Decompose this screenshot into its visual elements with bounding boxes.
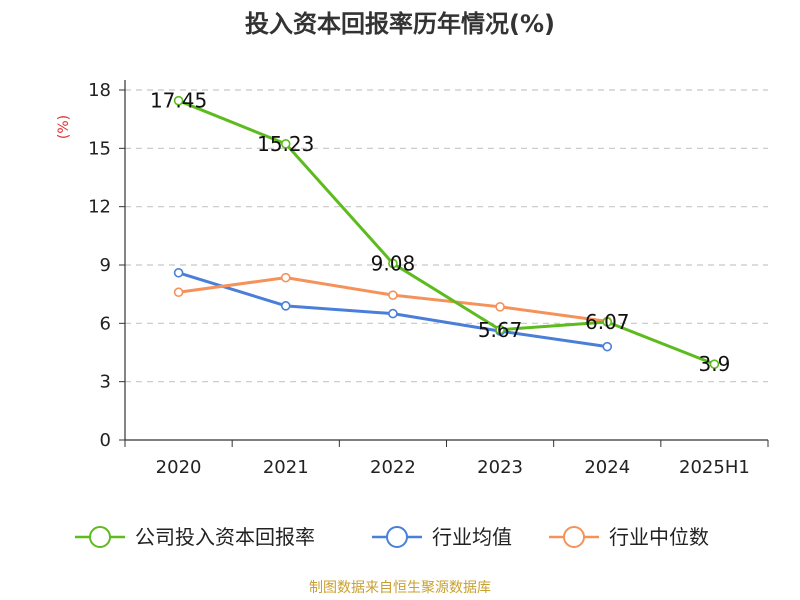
data-point bbox=[280, 139, 291, 149]
y-axis-label: (%) bbox=[56, 115, 72, 139]
source-note: 制图数据来自恒生聚源数据库 bbox=[309, 580, 491, 596]
y-tick-label: 9 bbox=[100, 255, 111, 276]
x-tick-label: 2021 bbox=[263, 457, 309, 478]
legend-label: 行业中位数 bbox=[609, 525, 709, 549]
legend-swatch-marker bbox=[563, 526, 585, 548]
x-tick-label: 2023 bbox=[477, 457, 523, 478]
x-tick-label: 2025H1 bbox=[679, 457, 750, 478]
legend: 公司投入资本回报率 行业均值 行业中位数 bbox=[75, 525, 709, 549]
data-point bbox=[709, 359, 720, 369]
data-point bbox=[388, 308, 398, 319]
legend-swatch-marker bbox=[89, 526, 111, 548]
y-tick-label: 0 bbox=[100, 430, 111, 451]
data-point bbox=[388, 290, 398, 300]
y-tick-label: 18 bbox=[88, 80, 111, 101]
data-point bbox=[173, 267, 184, 278]
data-point bbox=[495, 324, 505, 335]
data-label: 5.67 bbox=[478, 318, 523, 342]
x-tick-label: 2024 bbox=[584, 457, 630, 478]
data-labels: 17.45 15.23 9.08 5.67 6.07 3.9 bbox=[150, 89, 730, 376]
y-tick-label: 3 bbox=[100, 372, 111, 393]
x-tick-label: 2022 bbox=[370, 457, 416, 478]
legend-swatch-marker bbox=[386, 526, 408, 548]
x-tick-label: 2020 bbox=[156, 457, 202, 478]
legend-label: 公司投入资本回报率 bbox=[135, 525, 315, 549]
chart-title: 投入资本回报率历年情况(%) bbox=[245, 10, 555, 38]
data-point bbox=[173, 95, 184, 106]
data-label: 3.9 bbox=[699, 352, 731, 376]
data-point bbox=[495, 302, 505, 312]
series-lines bbox=[173, 95, 720, 369]
legend-label: 行业均值 bbox=[432, 525, 512, 549]
data-point bbox=[602, 341, 613, 352]
y-tick-label: 15 bbox=[88, 138, 111, 159]
series-line-0 bbox=[178, 99, 715, 366]
data-label: 6.07 bbox=[585, 310, 630, 334]
data-label: 15.23 bbox=[257, 132, 314, 156]
gridlines bbox=[125, 89, 768, 383]
data-point bbox=[280, 301, 291, 311]
y-tick-label: 12 bbox=[88, 197, 111, 218]
data-label: 9.08 bbox=[371, 251, 416, 275]
y-tick-label: 6 bbox=[100, 313, 111, 334]
data-point bbox=[602, 317, 613, 327]
data-point bbox=[280, 272, 291, 283]
axes: 0 3 6 9 12 15 18 2020 2021 2022 2023 2024 2025H1 bbox=[88, 80, 769, 478]
data-point bbox=[388, 258, 398, 269]
data-point bbox=[173, 287, 184, 298]
data-label: 17.45 bbox=[150, 89, 207, 113]
